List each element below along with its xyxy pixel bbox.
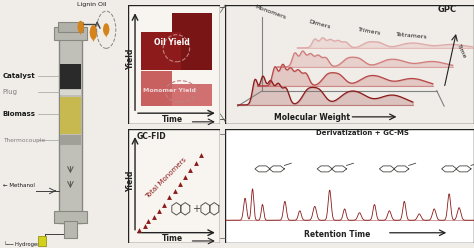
Text: Tetramers: Tetramers — [396, 31, 428, 39]
Text: +: + — [192, 204, 200, 214]
Bar — [64, 221, 77, 238]
Bar — [59, 35, 82, 223]
Circle shape — [77, 21, 84, 33]
Text: Biomass: Biomass — [2, 111, 36, 117]
Bar — [60, 64, 81, 89]
Text: Yield: Yield — [126, 170, 135, 191]
Bar — [172, 13, 211, 70]
Bar — [54, 27, 87, 40]
Text: Retention Time: Retention Time — [304, 230, 370, 239]
Polygon shape — [90, 32, 97, 42]
Text: Time: Time — [162, 115, 182, 124]
Bar — [172, 84, 211, 106]
Bar — [141, 32, 172, 70]
Circle shape — [90, 25, 97, 40]
Bar — [60, 90, 81, 95]
Text: Monomers: Monomers — [254, 4, 286, 20]
Bar — [141, 71, 172, 106]
Polygon shape — [103, 30, 109, 38]
Circle shape — [103, 23, 109, 35]
Text: Molecular Weight: Molecular Weight — [274, 113, 350, 123]
Bar — [58, 22, 83, 32]
Text: Dimers: Dimers — [308, 19, 331, 30]
Text: Derivatization + GC-MS: Derivatization + GC-MS — [316, 130, 409, 136]
Text: Catalyst: Catalyst — [2, 73, 35, 79]
Bar — [60, 135, 81, 145]
Text: Thermocouple: Thermocouple — [2, 138, 45, 143]
Text: Time: Time — [456, 43, 467, 60]
Text: Total Monomers: Total Monomers — [144, 156, 187, 199]
Text: Lignin Oil: Lignin Oil — [77, 2, 107, 7]
Bar — [141, 32, 181, 70]
Bar — [60, 97, 81, 134]
Text: Trimers: Trimers — [357, 27, 382, 36]
Text: Plug: Plug — [2, 89, 18, 95]
Text: GPC: GPC — [438, 5, 456, 14]
Text: Monomer Yield: Monomer Yield — [143, 88, 196, 93]
Text: Time: Time — [162, 234, 182, 243]
Text: Yield: Yield — [126, 48, 135, 70]
Text: └── Hydrogen: └── Hydrogen — [4, 241, 40, 247]
Text: GC-FID: GC-FID — [137, 132, 166, 141]
Bar — [54, 211, 87, 223]
Polygon shape — [77, 27, 84, 35]
Bar — [38, 236, 46, 246]
Text: ← Methanol: ← Methanol — [2, 183, 35, 188]
Text: Oil Yield: Oil Yield — [154, 38, 190, 47]
